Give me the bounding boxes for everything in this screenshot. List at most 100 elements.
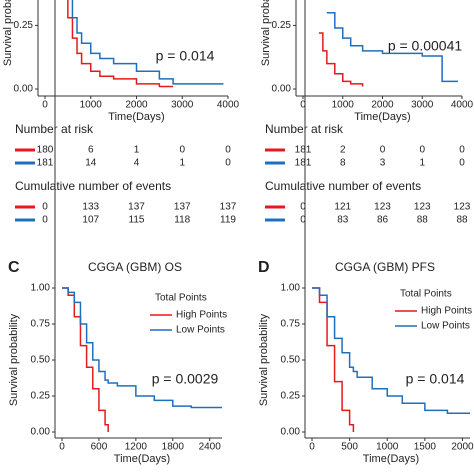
table-cell: 0: [42, 202, 48, 213]
x-tick-label: 1800: [162, 442, 185, 453]
table-cell: 123: [374, 202, 391, 213]
table-cell: 181: [295, 145, 312, 156]
y-tick-label: 0.75: [281, 319, 301, 330]
table-cell: 0: [300, 215, 306, 226]
x-axis-label: Time(Days): [114, 453, 170, 465]
x-tick-label: 1000: [376, 442, 399, 453]
y-tick-label: 0.25: [14, 20, 34, 31]
x-tick-label: 2400: [199, 442, 222, 453]
x-tick-label: 1500: [414, 442, 437, 453]
y-tick-label: 0.75: [31, 319, 51, 330]
y-tick-label: 0.00: [14, 84, 34, 95]
table-cell: 0: [225, 158, 231, 169]
table-title: Cumulative number of events: [265, 179, 421, 193]
table-cell: 0: [42, 215, 48, 226]
table-cell: 3: [380, 158, 386, 169]
x-axis-label: Time(Days): [363, 453, 419, 465]
y-tick-label: 0.25: [31, 391, 51, 402]
y-tick-label: 0.00: [272, 84, 292, 95]
p-value: p = 0.00041: [388, 38, 463, 54]
table-cell: 137: [220, 202, 237, 213]
table-cell: 8: [340, 158, 346, 169]
table-cell: 1: [179, 158, 185, 169]
x-tick-label: 2000: [371, 100, 394, 111]
legend-label: Low Points: [176, 325, 225, 336]
x-tick-label: 4000: [451, 100, 474, 111]
panel-label: C: [8, 259, 20, 276]
table-cell: 133: [82, 202, 99, 213]
survival-curve: [314, 0, 364, 87]
x-tick-label: 600: [91, 442, 108, 453]
y-axis-label: Survival probability: [258, 313, 270, 406]
y-axis-label: Survival probability: [260, 0, 272, 66]
legend-label: Low Points: [421, 321, 470, 332]
table-cell: 137: [128, 202, 145, 213]
survival-curve: [62, 287, 222, 409]
x-tick-label: 4000: [217, 100, 240, 111]
y-axis-label: Survival probability: [8, 313, 20, 406]
table-cell: 86: [377, 215, 389, 226]
x-tick-label: 1000: [80, 100, 103, 111]
y-tick-label: 0.00: [281, 427, 301, 438]
x-tick-label: 3000: [171, 100, 194, 111]
survival-curve: [322, 0, 459, 83]
table-cell: 123: [414, 202, 431, 213]
x-tick-label: 500: [341, 442, 358, 453]
table-cell: 0: [179, 145, 185, 156]
legend-title: Total Points: [155, 293, 207, 304]
table-cell: 118: [174, 215, 190, 226]
table-cell: 4: [134, 158, 140, 169]
legend-title: Total Points: [400, 289, 452, 300]
y-tick-label: 0.00: [31, 427, 51, 438]
survival-curve: [312, 287, 355, 432]
table-cell: 119: [220, 215, 236, 226]
table-cell: 0: [380, 145, 386, 156]
table-cell: 88: [417, 215, 429, 226]
table-cell: 1: [134, 145, 140, 156]
x-tick-label: 3000: [411, 100, 434, 111]
p-value: p = 0.0029: [152, 371, 219, 387]
table-cell: 14: [85, 158, 97, 169]
survival-curve: [71, 0, 224, 85]
x-tick-label: 2000: [125, 100, 148, 111]
y-tick-label: 1.00: [281, 283, 301, 294]
survival-curve: [62, 287, 109, 432]
legend-label: High Points: [176, 310, 227, 321]
table-cell: 181: [295, 158, 312, 169]
table-cell: 0: [225, 145, 231, 156]
x-tick-label: 0: [309, 442, 315, 453]
table-cell: 0: [300, 202, 306, 213]
table-cell: 0: [459, 145, 465, 156]
table-cell: 88: [456, 215, 468, 226]
panel-title: CGGA (GBM) OS: [88, 260, 182, 274]
table-title: Cumulative number of events: [15, 179, 171, 193]
table-cell: 123: [454, 202, 471, 213]
y-tick-label: 1.00: [31, 283, 51, 294]
survival-curve: [312, 287, 470, 415]
table-cell: 107: [82, 215, 99, 226]
y-tick-label: 0.50: [31, 355, 51, 366]
x-tick-label: 1200: [125, 442, 148, 453]
table-cell: 121: [334, 202, 351, 213]
table-cell: 6: [88, 145, 94, 156]
table-cell: 83: [337, 215, 349, 226]
panel-label: D: [258, 259, 270, 276]
y-tick-label: 0.50: [281, 355, 301, 366]
x-tick-label: 0: [59, 442, 65, 453]
table-cell: 181: [37, 158, 54, 169]
y-tick-label: 0.25: [281, 391, 301, 402]
table-cell: 137: [174, 202, 191, 213]
survival-curve: [67, 0, 174, 88]
x-tick-label: 0: [42, 100, 48, 111]
p-value: p = 0.014: [156, 48, 215, 64]
table-cell: 115: [129, 215, 145, 226]
x-tick-label: 2000: [451, 442, 474, 453]
table-cell: 180: [37, 145, 54, 156]
x-axis-label: Time(Days): [108, 111, 164, 123]
y-tick-label: 0.25: [272, 20, 292, 31]
legend-label: High Points: [421, 306, 472, 317]
x-axis-label: Time(Days): [354, 111, 410, 123]
table-cell: 0: [459, 158, 465, 169]
panel-title: CGGA (GBM) PFS: [335, 260, 435, 274]
